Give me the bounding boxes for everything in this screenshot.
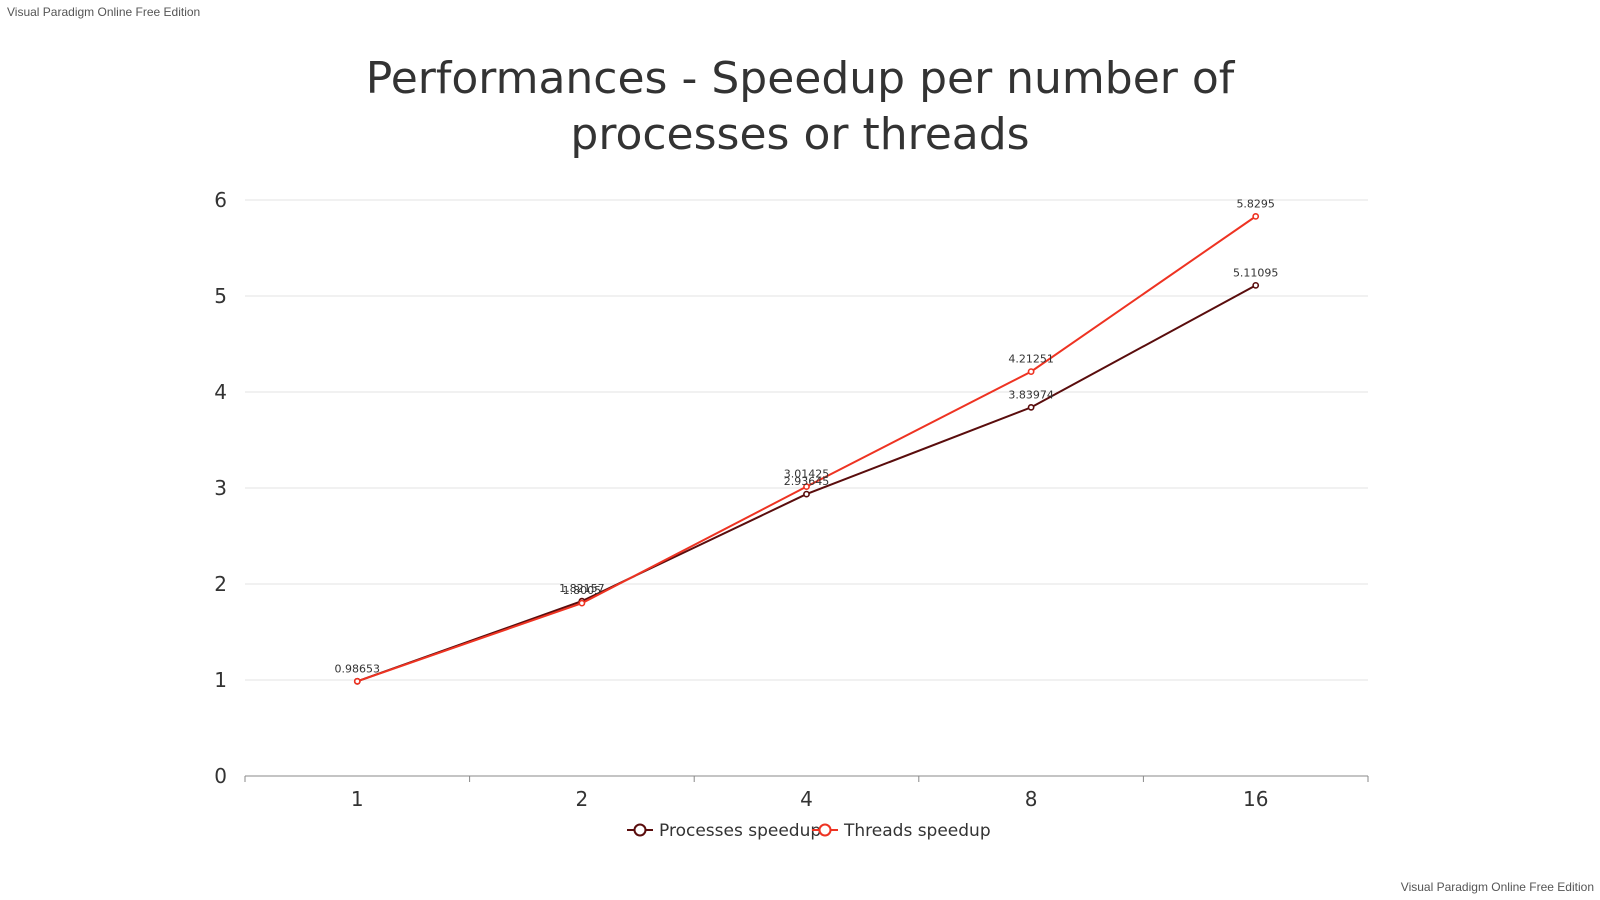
data-label: 3.83974 [1008,388,1054,401]
legend-label: Threads speedup [843,821,991,841]
y-axis: 0 1 2 3 4 5 6 [214,188,227,788]
y-tick-label: 5 [214,284,227,308]
y-tick-label: 0 [214,764,227,788]
legend-item-1[interactable]: Threads speedup [812,821,991,841]
series-1-point[interactable] [353,677,361,685]
series-1-point[interactable] [1027,368,1035,375]
series-0-point[interactable] [1252,281,1260,289]
legend-item-0[interactable]: Processes speedup [627,821,821,841]
x-tick-label: 1 [351,787,364,811]
legend[interactable]: Processes speedup Threads speedup [627,821,991,841]
series-line-1 [356,215,1257,683]
x-axis: 1 2 4 8 16 [244,775,1369,811]
data-label: 3.01425 [784,468,830,481]
x-tick-label: 4 [800,787,813,811]
y-tick-label: 2 [214,572,227,596]
y-tick-label: 4 [214,380,227,404]
series-1-point[interactable] [1252,212,1260,220]
data-label: 5.8295 [1236,197,1275,210]
data-label: 1.8005 [563,584,602,597]
watermark-bottom: Visual Paradigm Online Free Edition [1400,880,1594,894]
data-label: 5.11095 [1233,266,1279,279]
data-label: 2.93645 [784,475,830,488]
chart-title-line-1: Performances - Speedup per number of [366,53,1236,104]
chart-title: Performances - Speedup per number of pro… [366,53,1236,160]
x-tick-label: 2 [576,787,589,811]
data-labels: 1.82157 2.93645 3.83974 5.11095 0.98653 1.800… [335,197,1279,675]
watermark-top: Visual Paradigm Online Free Edition [7,5,201,19]
series-1-point[interactable] [803,483,810,491]
series-0-point[interactable] [1027,403,1035,411]
y-tick-label: 1 [214,668,227,692]
chart-title-line-2: processes or threads [570,109,1029,160]
data-label: 1.82157 [559,582,605,595]
x-tick-label: 8 [1025,787,1038,811]
series-1-point[interactable] [578,599,586,607]
x-tick-label: 16 [1243,787,1268,811]
series-0-point[interactable] [803,490,810,498]
legend-swatch-marker [633,823,647,837]
legend-label: Processes speedup [659,821,821,841]
data-label: 0.98653 [335,662,381,675]
gridlines [245,199,1368,681]
data-label: 4.21251 [1008,353,1054,366]
y-tick-label: 6 [214,188,227,212]
series-group [353,212,1260,685]
y-tick-label: 3 [214,476,227,500]
legend-swatch-marker [818,823,832,837]
